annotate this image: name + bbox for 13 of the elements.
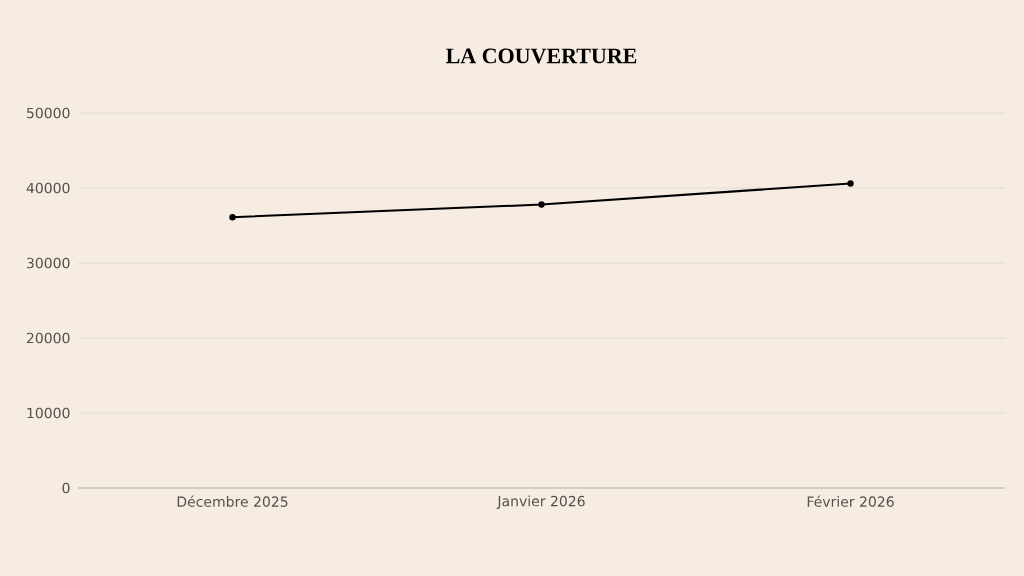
y-tick-label: 40000 — [26, 182, 70, 194]
y-tick-label: 30000 — [27, 257, 70, 269]
point — [847, 180, 854, 187]
y-tick-label: 50000 — [27, 107, 70, 119]
x-tick-label: Janvier 2026 — [496, 495, 585, 509]
point — [229, 214, 236, 221]
x-tick-label: Décembre 2025 — [177, 495, 288, 507]
x-tick-label: Février 2026 — [807, 495, 894, 507]
y-tick-label: 10000 — [27, 407, 70, 419]
y-tick-label: 20000 — [26, 332, 70, 344]
y-tick-label: 0 — [62, 482, 70, 494]
point — [538, 201, 545, 208]
chart-title: LA COUVERTURE — [446, 48, 637, 64]
